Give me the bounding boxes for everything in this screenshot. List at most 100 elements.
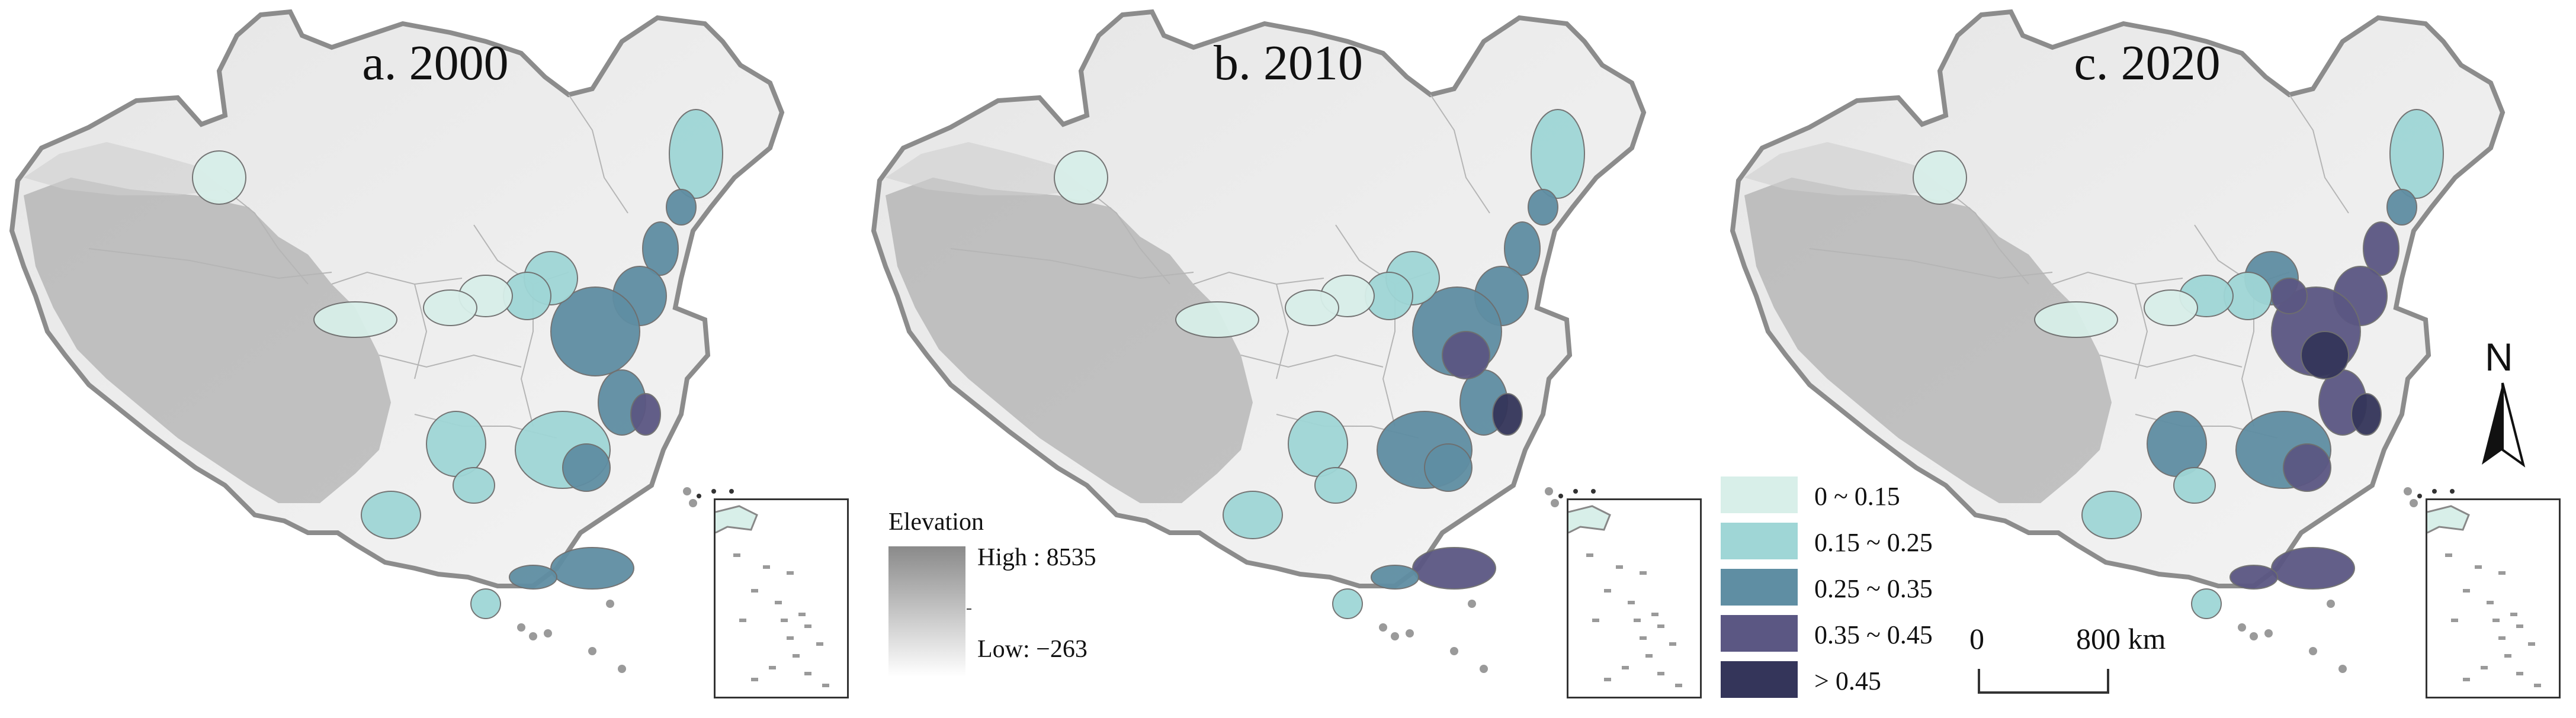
north-arrow-label: N (2485, 335, 2513, 379)
urban-cluster-region (2363, 221, 2399, 276)
urban-cluster-region (1223, 491, 1283, 539)
province-boundary (2289, 94, 2349, 214)
inset-island (2487, 601, 2494, 604)
province-boundary (88, 248, 332, 279)
province-boundary (1086, 189, 1170, 285)
elevation-gradient-bar (888, 546, 965, 677)
inset-island (1586, 553, 1593, 557)
plateau-shading (24, 178, 391, 503)
china-map-c (1730, 9, 2506, 673)
inset-island (2451, 619, 2458, 622)
island-mark (1450, 647, 1458, 655)
inset-island (1604, 589, 1611, 593)
inset-island (2510, 613, 2517, 616)
inset-island (816, 642, 823, 646)
island-mark (689, 499, 697, 507)
elevation-legend-title: Elevation (888, 508, 984, 536)
urban-cluster-region (423, 289, 477, 326)
island-mark (2410, 499, 2418, 507)
inset-island (804, 672, 811, 675)
urban-cluster-region (669, 109, 723, 199)
legend-swatch (1721, 476, 1798, 513)
province-boundary (414, 284, 428, 379)
map-panel-b: b. 2010 (862, 0, 1721, 718)
basin-shading (24, 142, 225, 195)
urban-cluster-region (630, 393, 661, 436)
inset-island (1592, 619, 1599, 622)
legend-label: 0.25 ~ 0.35 (1814, 574, 1933, 603)
legend-label: > 0.45 (1814, 667, 1881, 696)
urban-cluster-region (1314, 467, 1357, 504)
legend-item: 0 ~ 0.15 (1721, 476, 1969, 517)
inset-island (739, 619, 746, 622)
map-panel-c: c. 2020 (1721, 0, 2576, 718)
legend-item: 0.25 ~ 0.35 (1721, 569, 1969, 609)
island-mark (529, 632, 537, 640)
urban-cluster-region (361, 491, 421, 539)
inset-island (2463, 589, 2470, 593)
urban-cluster-region (2144, 289, 2198, 326)
urban-cluster-region (562, 443, 611, 492)
south-china-sea-inset-a (714, 498, 849, 698)
urban-cluster-region (2229, 565, 2278, 590)
inset-marker-dot (2450, 489, 2455, 494)
legend-item: > 0.45 (1721, 661, 1969, 701)
island-mark (606, 600, 614, 608)
plateau-shading (886, 178, 1253, 503)
urban-cluster-region (1285, 289, 1339, 326)
inset-marker-dot (2417, 494, 2422, 498)
value-class-legend: 0 ~ 0.15 0.15 ~ 0.25 0.25 ~ 0.35 0.35 ~ … (1721, 476, 1969, 713)
inset-island (1604, 678, 1611, 681)
urban-cluster-region (550, 286, 640, 376)
urban-cluster-region (2191, 588, 2222, 619)
island-mark (1391, 632, 1399, 640)
island-mark (1551, 499, 1559, 507)
urban-cluster-region (509, 565, 557, 590)
inset-island (751, 678, 758, 681)
legend-swatch (1721, 615, 1798, 652)
urban-cluster-region (1424, 443, 1473, 492)
island-mark (517, 623, 525, 632)
island-mark (544, 629, 552, 637)
island-mark (1468, 600, 1476, 608)
urban-cluster-region (2081, 491, 2142, 539)
urban-cluster-region (2271, 278, 2308, 314)
inset-island (787, 636, 794, 640)
island-mark (2250, 632, 2258, 640)
inset-island (1657, 672, 1664, 675)
urban-cluster-region (453, 467, 495, 504)
inset-island (1640, 571, 1647, 575)
basin-shading (886, 142, 1087, 195)
urban-cluster-region (1288, 411, 1348, 477)
province-boundary (1945, 189, 2029, 285)
legend-label: 0.35 ~ 0.45 (1814, 620, 1933, 649)
urban-cluster-region (1528, 189, 1558, 226)
inset-marker-dot (1591, 489, 1596, 494)
urban-cluster-region (2173, 467, 2216, 504)
inset-map (2427, 505, 2541, 687)
inset-marker-dot (697, 494, 701, 498)
legend-label: 0.15 ~ 0.25 (1814, 528, 1933, 557)
inset-marker-dot (2432, 489, 2437, 494)
legend-item: 0.35 ~ 0.45 (1721, 615, 1969, 655)
inset-coastline (2427, 505, 2470, 534)
urban-cluster-region (192, 150, 246, 205)
panel-title-a: a. 2000 (362, 36, 509, 91)
scale-bar-start-label: 0 (1969, 622, 1984, 655)
province-boundary (1240, 354, 1384, 368)
inset-island (2516, 624, 2523, 628)
inset-marker-dot (711, 489, 716, 494)
urban-cluster-region (2283, 443, 2331, 492)
island-mark (1480, 665, 1488, 673)
island-mark (2404, 487, 2412, 495)
inset-island (1640, 636, 1647, 640)
urban-cluster-region (1412, 547, 1496, 590)
province-boundary (331, 271, 463, 285)
inset-island (763, 565, 770, 569)
inset-island (2445, 553, 2452, 557)
south-china-sea-inset-c (2426, 498, 2561, 698)
inset-island (1645, 654, 1653, 658)
urban-cluster-region (313, 301, 397, 338)
island-mark (1379, 623, 1387, 632)
china-map-b (871, 9, 1647, 673)
